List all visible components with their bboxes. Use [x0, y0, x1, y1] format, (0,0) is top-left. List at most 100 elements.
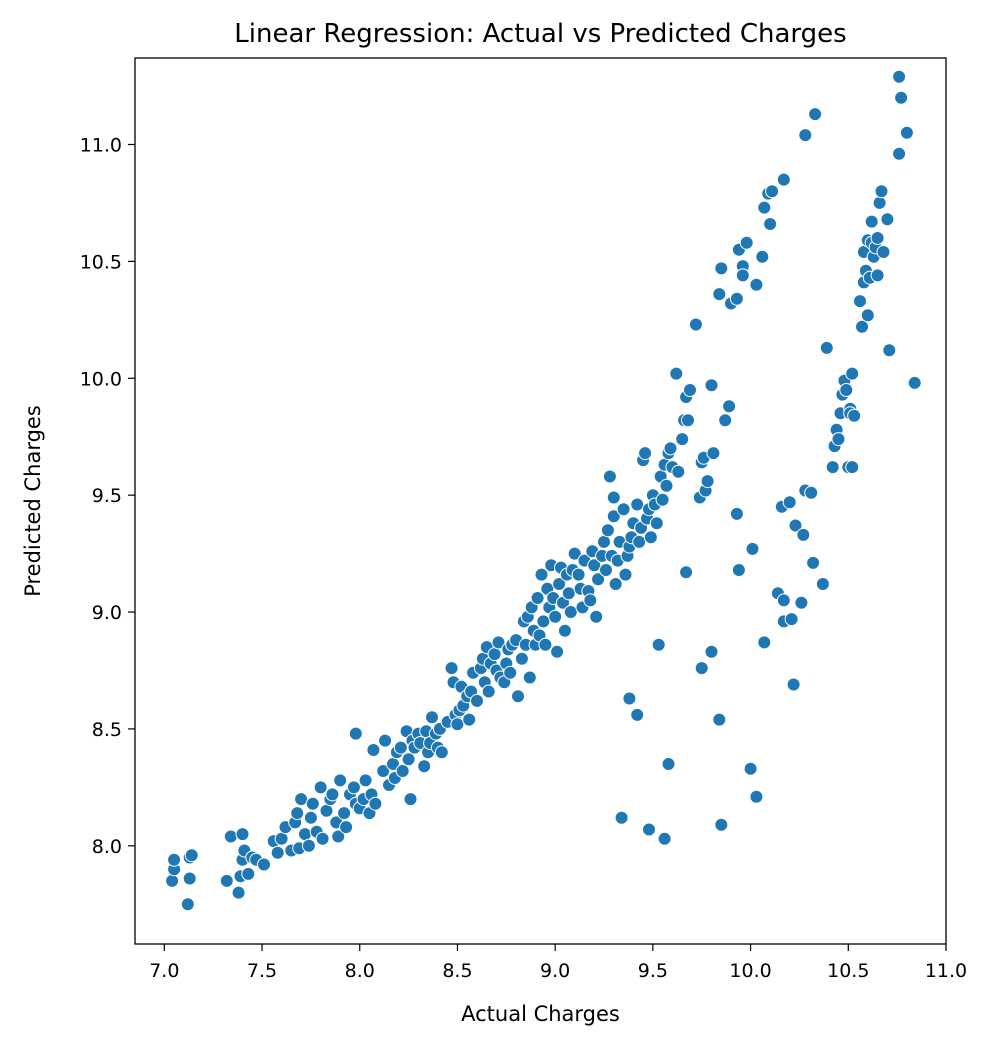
data-point: [536, 614, 551, 629]
data-point: [819, 340, 834, 355]
data-point: [444, 661, 459, 676]
data-point: [511, 689, 525, 704]
data-point: [743, 761, 758, 776]
data-point: [892, 69, 907, 84]
data-point: [274, 831, 289, 846]
data-point: [745, 541, 760, 556]
data-point: [599, 563, 613, 577]
data-point: [630, 497, 645, 512]
data-point: [825, 460, 840, 475]
data-point: [899, 125, 914, 140]
data-point: [606, 509, 621, 524]
data-point: [417, 759, 432, 774]
data-point: [731, 563, 746, 577]
chart-title: Linear Regression: Actual vs Predicted C…: [234, 19, 846, 49]
data-point: [561, 586, 576, 601]
data-point: [874, 184, 889, 199]
data-point: [853, 294, 867, 309]
data-point: [235, 827, 250, 842]
data-points: [165, 69, 922, 912]
data-point: [481, 684, 496, 699]
y-axis: 8.0 8.5 9.0 9.5 10.0 10.5 11.0: [80, 134, 135, 858]
data-point: [219, 873, 234, 888]
data-point: [548, 609, 563, 624]
data-point: [571, 567, 586, 582]
data-point: [450, 717, 465, 732]
data-point: [845, 460, 860, 475]
data-point: [882, 343, 897, 358]
data-point: [591, 572, 606, 587]
data-point: [180, 897, 195, 912]
data-point: [470, 693, 484, 708]
data-point: [679, 565, 694, 580]
x-tick-label: 7.5: [247, 960, 277, 982]
data-point: [538, 637, 553, 652]
data-point: [688, 317, 703, 332]
data-point: [657, 831, 672, 846]
data-point: [376, 764, 391, 778]
data-point: [606, 490, 621, 505]
data-point: [757, 635, 772, 650]
data-point: [290, 806, 305, 821]
data-point: [616, 502, 631, 517]
data-point: [557, 623, 572, 638]
data-point: [325, 787, 340, 802]
y-tick-label: 10.0: [80, 368, 122, 390]
data-point: [337, 806, 352, 821]
data-point: [602, 469, 617, 484]
data-point: [847, 408, 862, 423]
data-point: [167, 852, 182, 867]
data-point: [333, 773, 348, 788]
data-point: [270, 845, 285, 860]
data-point: [700, 474, 715, 489]
data-point: [757, 200, 772, 215]
data-point: [514, 651, 529, 666]
data-point: [632, 534, 647, 549]
data-point: [659, 478, 674, 493]
data-point: [735, 268, 750, 283]
data-point: [331, 829, 346, 844]
data-point: [567, 546, 582, 561]
data-point: [776, 172, 791, 187]
data-point: [671, 464, 686, 479]
data-point: [522, 670, 537, 685]
data-point: [403, 792, 418, 807]
data-point: [786, 677, 801, 692]
data-point: [583, 593, 598, 608]
x-tick-label: 11.0: [925, 960, 967, 982]
data-point: [855, 319, 869, 334]
data-point: [182, 871, 197, 886]
data-point: [563, 605, 578, 619]
x-tick-label: 9.5: [638, 960, 668, 982]
data-point: [622, 691, 637, 706]
data-point: [303, 810, 318, 825]
data-point: [729, 506, 744, 521]
data-point: [804, 485, 819, 500]
data-point: [642, 822, 656, 837]
data-point: [839, 383, 854, 397]
x-tick-label: 9.0: [540, 960, 570, 982]
data-point: [434, 745, 449, 760]
data-point: [231, 885, 246, 900]
data-point: [638, 446, 653, 461]
data-point: [651, 637, 666, 652]
data-point: [487, 647, 502, 662]
data-point: [661, 757, 676, 771]
x-axis-label: Actual Charges: [461, 1002, 620, 1026]
data-point: [600, 523, 615, 538]
y-tick-label: 11.0: [80, 134, 122, 156]
data-point: [870, 231, 885, 245]
data-point: [808, 107, 823, 122]
data-point: [872, 195, 887, 210]
data-point: [395, 764, 410, 778]
data-point: [393, 740, 408, 755]
data-point: [704, 644, 719, 659]
data-point: [794, 595, 809, 610]
data-point: [681, 413, 695, 428]
data-point: [718, 413, 733, 428]
data-point: [831, 432, 846, 447]
data-point: [315, 831, 330, 846]
data-point: [313, 780, 328, 795]
data-point: [782, 495, 797, 510]
data-point: [241, 866, 256, 881]
